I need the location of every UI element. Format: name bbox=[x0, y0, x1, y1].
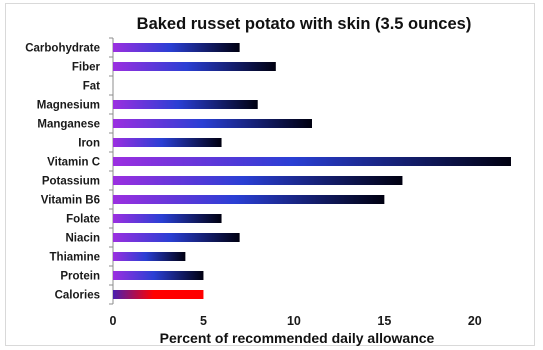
bar-protein bbox=[113, 271, 204, 280]
bar-manganese bbox=[113, 119, 312, 128]
category-label-manganese: Manganese bbox=[37, 119, 100, 131]
category-label-iron: Iron bbox=[78, 138, 100, 150]
chart-frame: Baked russet potato with skin (3.5 ounce… bbox=[5, 3, 535, 346]
chart-svg: Baked russet potato with skin (3.5 ounce… bbox=[25, 15, 511, 346]
category-label-thiamine: Thiamine bbox=[50, 252, 100, 264]
bar-potassium bbox=[113, 176, 403, 185]
bar-fiber bbox=[113, 62, 276, 71]
category-label-potassium: Potassium bbox=[42, 176, 100, 188]
bar-vitamin-c bbox=[113, 157, 511, 166]
x-tick-label-15: 15 bbox=[377, 314, 391, 328]
category-label-fat: Fat bbox=[83, 81, 100, 93]
x-tick-label-5: 5 bbox=[200, 314, 207, 328]
chart-title: Baked russet potato with skin (3.5 ounce… bbox=[137, 15, 472, 33]
bar-niacin bbox=[113, 233, 240, 242]
category-label-fiber: Fiber bbox=[72, 62, 101, 74]
category-label-carbohydrate: Carbohydrate bbox=[25, 43, 100, 55]
plot-area: Carbohydrate Fiber Fat Magnesium Manganese Ir… bbox=[25, 37, 511, 328]
x-tick-label-0: 0 bbox=[110, 314, 117, 328]
category-label-vitamin-b6: Vitamin B6 bbox=[41, 195, 100, 207]
bar-magnesium bbox=[113, 100, 258, 109]
category-label-magnesium: Magnesium bbox=[37, 100, 100, 112]
x-tick-label-20: 20 bbox=[468, 314, 482, 328]
category-label-vitamin-c: Vitamin C bbox=[47, 157, 100, 169]
category-label-folate: Folate bbox=[66, 214, 100, 226]
bar-folate bbox=[113, 214, 222, 223]
x-tick-label-10: 10 bbox=[287, 314, 301, 328]
x-axis-label: Percent of recommended daily allowance bbox=[160, 330, 435, 346]
bar-calories bbox=[113, 290, 204, 299]
bar-thiamine bbox=[113, 252, 186, 261]
category-label-calories: Calories bbox=[55, 290, 100, 302]
category-label-protein: Protein bbox=[60, 271, 100, 283]
bar-carbohydrate bbox=[113, 43, 240, 52]
category-label-niacin: Niacin bbox=[65, 233, 100, 245]
bar-vitamin-b6 bbox=[113, 195, 385, 204]
bar-iron bbox=[113, 138, 222, 147]
